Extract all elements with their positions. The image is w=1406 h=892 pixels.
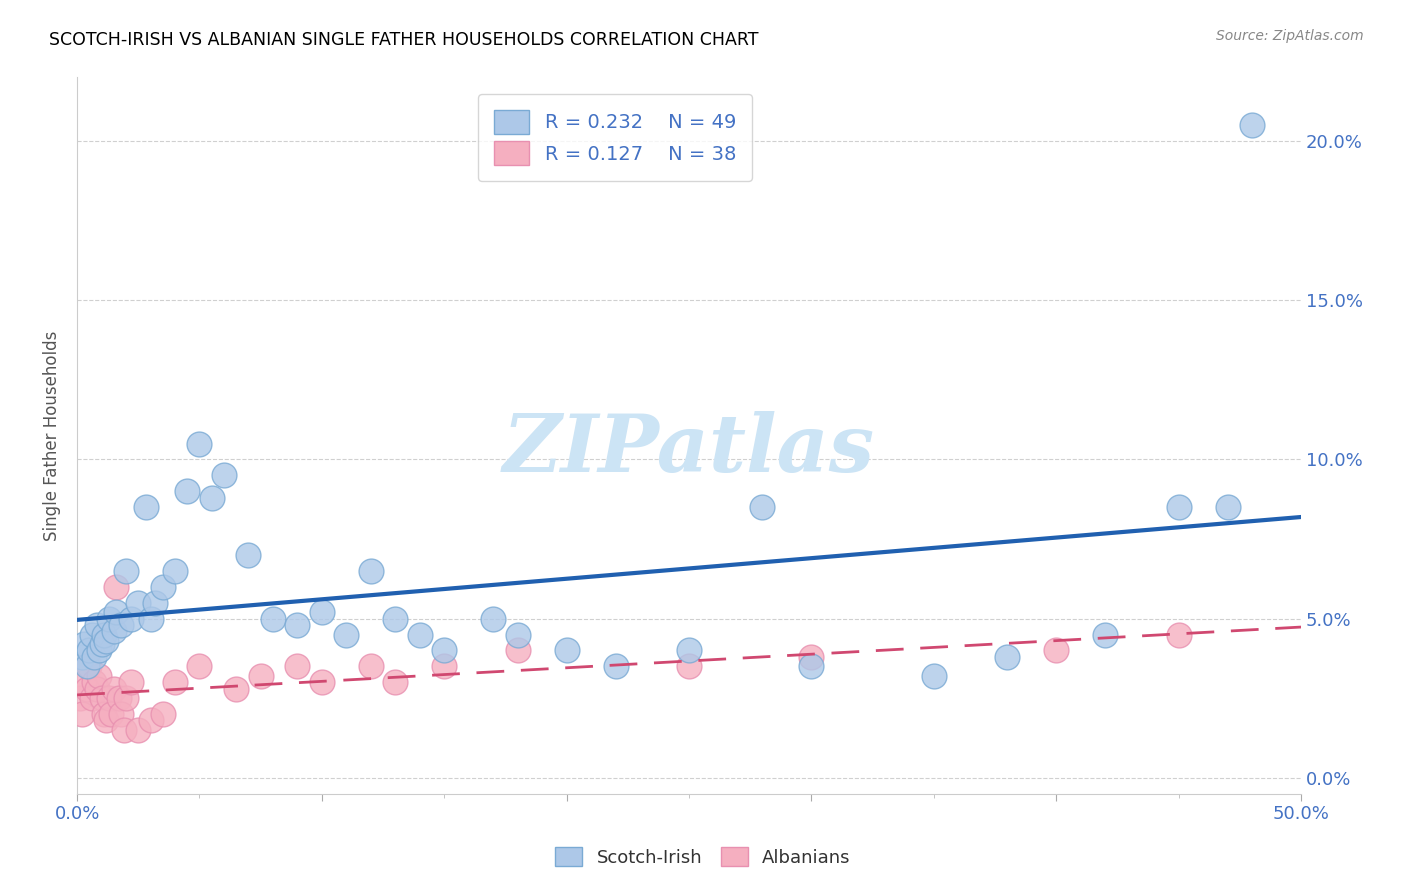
Point: [311, 675, 333, 690]
Point: [482, 611, 505, 625]
Point: [1241, 118, 1264, 132]
Point: [360, 659, 382, 673]
Point: [201, 491, 224, 505]
Point: [76, 659, 98, 673]
Point: [115, 564, 138, 578]
Point: [100, 707, 122, 722]
Point: [86, 681, 108, 696]
Point: [105, 580, 128, 594]
Point: [120, 675, 142, 690]
Point: [409, 627, 432, 641]
Point: [188, 436, 211, 450]
Text: SCOTCH-IRISH VS ALBANIAN SINGLE FATHER HOUSEHOLDS CORRELATION CHART: SCOTCH-IRISH VS ALBANIAN SINGLE FATHER H…: [49, 31, 759, 49]
Point: [800, 659, 823, 673]
Point: [103, 624, 125, 639]
Point: [922, 669, 945, 683]
Point: [249, 669, 271, 683]
Point: [335, 627, 357, 641]
Point: [678, 643, 700, 657]
Point: [506, 627, 529, 641]
Point: [73, 637, 96, 651]
Point: [105, 605, 128, 619]
Point: [1045, 643, 1067, 657]
Point: [1094, 627, 1116, 641]
Point: [127, 596, 149, 610]
Point: [93, 627, 115, 641]
Point: [90, 691, 112, 706]
Point: [70, 707, 93, 722]
Point: [90, 637, 112, 651]
Point: [678, 659, 700, 673]
Point: [1167, 627, 1189, 641]
Point: [433, 643, 456, 657]
Point: [139, 611, 162, 625]
Point: [139, 714, 162, 728]
Point: [360, 564, 382, 578]
Point: [225, 681, 247, 696]
Point: [163, 564, 186, 578]
Point: [110, 707, 132, 722]
Point: [145, 596, 167, 610]
Y-axis label: Single Father Households: Single Father Households: [44, 330, 60, 541]
Point: [212, 468, 235, 483]
Point: [1216, 500, 1239, 515]
Text: Source: ZipAtlas.com: Source: ZipAtlas.com: [1216, 29, 1364, 43]
Point: [1167, 500, 1189, 515]
Legend: Scotch-Irish, Albanians: Scotch-Irish, Albanians: [548, 840, 858, 874]
Point: [605, 659, 627, 673]
Point: [287, 659, 309, 673]
Point: [135, 500, 157, 515]
Legend: R = 0.232    N = 49, R = 0.127    N = 38: R = 0.232 N = 49, R = 0.127 N = 38: [478, 95, 752, 181]
Point: [384, 675, 406, 690]
Point: [127, 723, 149, 737]
Point: [152, 707, 174, 722]
Point: [112, 723, 135, 737]
Point: [87, 669, 110, 683]
Point: [97, 611, 120, 625]
Point: [76, 681, 98, 696]
Point: [152, 580, 174, 594]
Point: [79, 643, 101, 657]
Point: [107, 691, 129, 706]
Point: [97, 691, 120, 706]
Point: [287, 618, 309, 632]
Point: [115, 691, 138, 706]
Point: [86, 618, 108, 632]
Point: [995, 649, 1018, 664]
Point: [506, 643, 529, 657]
Point: [69, 691, 91, 706]
Point: [384, 611, 406, 625]
Point: [80, 691, 103, 706]
Point: [83, 675, 105, 690]
Point: [96, 714, 118, 728]
Point: [70, 649, 93, 664]
Point: [176, 484, 198, 499]
Point: [73, 675, 96, 690]
Point: [238, 548, 260, 562]
Point: [83, 649, 105, 664]
Point: [93, 707, 115, 722]
Point: [751, 500, 773, 515]
Point: [262, 611, 284, 625]
Point: [120, 611, 142, 625]
Point: [188, 659, 211, 673]
Point: [96, 633, 118, 648]
Point: [79, 659, 101, 673]
Point: [800, 649, 823, 664]
Point: [433, 659, 456, 673]
Point: [103, 681, 125, 696]
Point: [87, 643, 110, 657]
Point: [110, 618, 132, 632]
Point: [80, 627, 103, 641]
Point: [163, 675, 186, 690]
Text: ZIPatlas: ZIPatlas: [503, 411, 875, 489]
Point: [555, 643, 578, 657]
Point: [311, 605, 333, 619]
